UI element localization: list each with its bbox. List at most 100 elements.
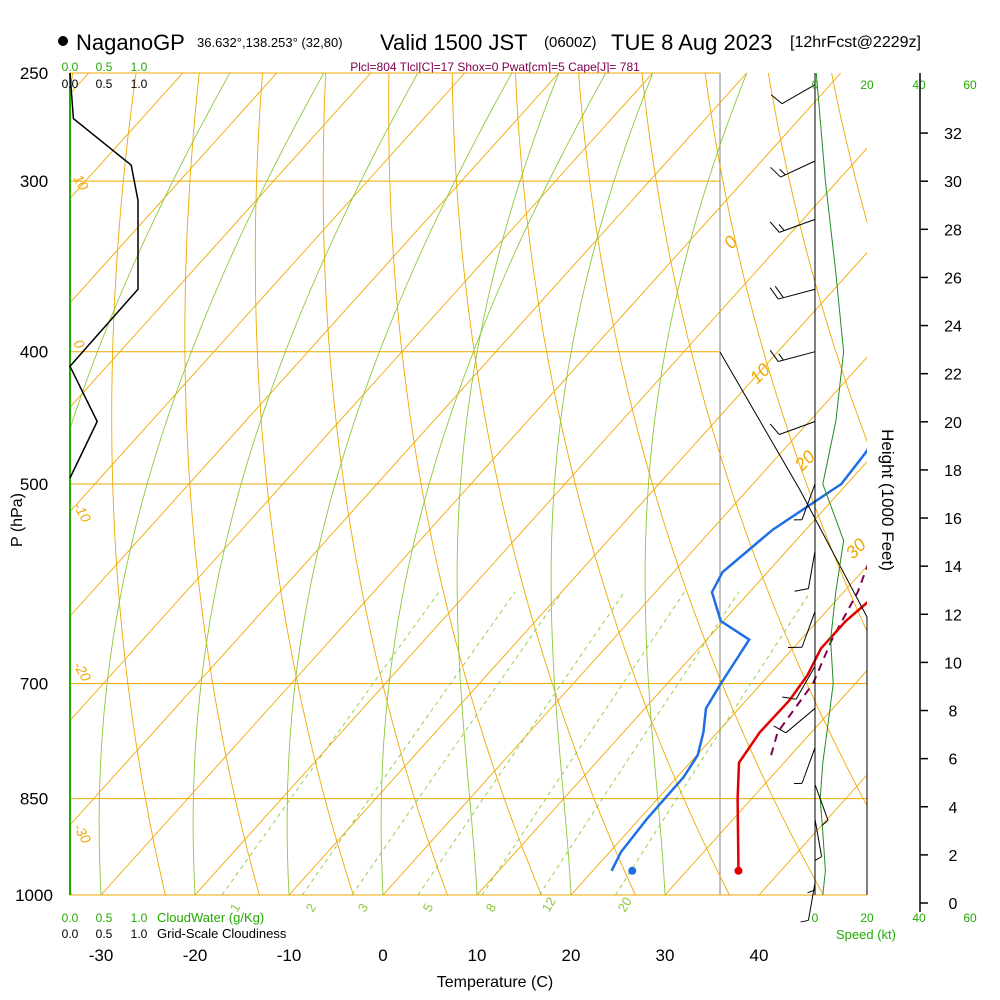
dry-adiabat-label: 10 — [746, 360, 774, 388]
temperature-tick: -30 — [89, 946, 114, 965]
cloudiness-tick: 0.5 — [96, 77, 113, 91]
mixing-ratio-label: 3 — [355, 901, 372, 915]
isotherm — [288, 252, 867, 895]
moist-adiabat — [286, 73, 513, 895]
speed-tick: 40 — [912, 78, 926, 92]
moist-adiabat — [644, 73, 748, 895]
valid-time: Valid 1500 JST — [380, 30, 528, 55]
dry-adiabat — [514, 73, 730, 895]
thermo-grid — [0, 73, 1000, 895]
pressure-tick: 400 — [20, 343, 48, 362]
height-tick: 0 — [949, 896, 958, 913]
cloudiness-tick: 1.0 — [131, 77, 148, 91]
height-tick: 8 — [949, 704, 958, 721]
pressure-tick: 850 — [20, 790, 48, 809]
wind-barb — [773, 708, 816, 734]
height-tick: 12 — [944, 607, 962, 624]
dry-adiabat — [111, 73, 166, 895]
forecast-run: [12hrFcst@2229z] — [790, 34, 921, 51]
mixing-ratio-line — [351, 591, 563, 895]
temperature-axis: -30 -20 -10 0 10 20 30 40 — [89, 946, 769, 965]
isotherm — [382, 356, 867, 895]
speed-tick: 20 — [860, 911, 874, 925]
height-tick: 24 — [944, 319, 962, 336]
cloudwater-tick: 0.5 — [96, 911, 113, 925]
temperature-axis-title: Temperature (C) — [437, 974, 553, 991]
speed-tick: 20 — [860, 78, 874, 92]
temperature-tick: 40 — [750, 946, 769, 965]
cloudwater-label: CloudWater (g/Kg) — [157, 910, 264, 925]
theta-e-label: -30 — [70, 821, 94, 847]
isotherm — [70, 73, 560, 617]
dry-adiabat — [578, 73, 824, 895]
valid-utc: (0600Z) — [544, 34, 597, 51]
speed-tick: 0 — [812, 78, 819, 92]
dry-adiabat — [388, 73, 542, 895]
dry-adiabat-label: 0 — [720, 232, 742, 253]
wind-barb — [787, 611, 816, 648]
height-tick: 32 — [944, 126, 962, 143]
speed-axis-label: Speed (kt) — [836, 927, 896, 942]
isobar-lines — [70, 72, 867, 896]
dry-adiabat-label: 30 — [842, 535, 870, 563]
temperature-tick: 30 — [656, 946, 675, 965]
dry-adiabat — [704, 73, 867, 633]
surface-dewpoint-dot — [628, 866, 637, 875]
height-tick: 26 — [944, 270, 962, 287]
height-tick: 6 — [949, 752, 958, 769]
cloudiness-tick: 0.5 — [96, 927, 113, 941]
moist-adiabat — [98, 73, 325, 895]
wind-barb — [770, 160, 816, 178]
isotherm — [570, 565, 867, 895]
temperature-tick: 0 — [378, 946, 387, 965]
cloud-scale-top: 0.00.00.50.51.01.0 — [62, 60, 148, 91]
dry-adiabat — [958, 73, 1000, 895]
dry-adiabat — [767, 73, 867, 443]
pressure-tick: 300 — [20, 172, 48, 191]
cloudwater-tick: 1.0 — [131, 60, 148, 74]
pressure-tick: 500 — [20, 475, 48, 494]
dry-adiabat — [895, 73, 1000, 895]
dewpoint-profile — [610, 448, 867, 872]
mixing-ratio-line — [539, 591, 740, 895]
temperature-tick: -10 — [277, 946, 302, 965]
dry-adiabat — [641, 73, 867, 807]
valid-date: TUE 8 Aug 2023 — [611, 30, 772, 55]
height-tick: 2 — [949, 848, 958, 865]
cloudiness-tick: 0.0 — [62, 927, 79, 941]
mixing-ratio-label: 5 — [420, 901, 437, 915]
dry-adiabat — [0, 73, 10, 895]
mixing-ratio-line — [615, 591, 811, 895]
surface-temperature-dot — [734, 866, 743, 875]
moist-adiabat — [70, 73, 231, 431]
dry-adiabat — [254, 73, 354, 895]
moist-adiabat — [456, 73, 560, 895]
station-dot — [58, 36, 68, 46]
height-tick: 18 — [944, 463, 962, 480]
isotherm — [70, 73, 278, 304]
wind-barb — [782, 666, 816, 700]
wind-speed-profile — [815, 72, 845, 896]
speed-tick: 0 — [812, 911, 819, 925]
wind-barb — [793, 483, 816, 521]
wind-barb — [769, 218, 816, 233]
wind-barb — [769, 421, 816, 435]
height-tick: 20 — [944, 415, 962, 432]
wind-barb — [794, 551, 816, 592]
wind-barb — [793, 747, 816, 784]
theta-e-label: -10 — [70, 500, 94, 526]
wind-barb — [769, 349, 816, 363]
station-coords: 36.632°,138.253° (32,80) — [197, 35, 343, 50]
mixing-ratio-label: 20 — [615, 894, 635, 914]
wind-barb — [814, 819, 823, 862]
cloudiness-profile — [69, 72, 139, 479]
height-tick: 22 — [944, 367, 962, 384]
height-tick: 30 — [944, 174, 962, 191]
moist-adiabat — [192, 73, 419, 895]
cloudiness-label: Grid-Scale Cloudiness — [157, 926, 287, 941]
wind-panel-boundary — [719, 351, 868, 895]
temperature-tick: -20 — [183, 946, 208, 965]
mixing-ratio-line — [481, 591, 685, 895]
